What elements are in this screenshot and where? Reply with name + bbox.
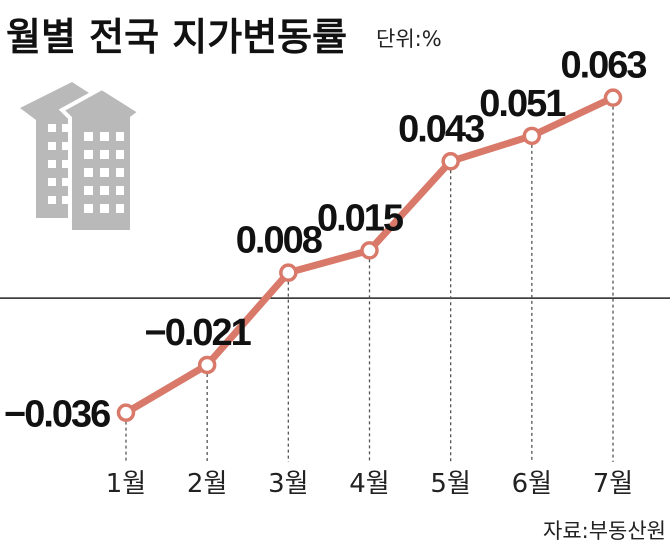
data-label: 0.043	[398, 108, 484, 150]
chart-title: 월별 전국 지가변동률	[6, 15, 347, 59]
data-point	[522, 126, 542, 146]
data-label: 0.063	[560, 45, 646, 87]
data-point	[197, 355, 217, 375]
x-tick-label: 3월	[268, 469, 308, 499]
x-tick-label: 1월	[106, 469, 146, 499]
data-label: 0.008	[236, 220, 322, 262]
unit-label: 단위:%	[376, 27, 442, 51]
data-label: −0.021	[145, 312, 252, 354]
data-label: 0.051	[479, 83, 566, 125]
data-label: −0.036	[4, 394, 110, 436]
data-point	[116, 403, 136, 422]
x-tick-label: 2월	[187, 469, 227, 499]
data-point	[603, 88, 623, 107]
data-point	[441, 152, 460, 171]
x-tick-label: 4월	[349, 469, 389, 499]
x-tick-label: 5월	[430, 469, 470, 499]
x-tick-label: 6월	[512, 469, 552, 499]
data-point	[279, 263, 298, 282]
data-label: 0.015	[317, 197, 404, 239]
x-tick-label: 7월	[593, 469, 633, 499]
data-point	[360, 241, 379, 260]
source-label: 자료:부동산원	[543, 519, 666, 543]
building-icon	[20, 82, 144, 234]
